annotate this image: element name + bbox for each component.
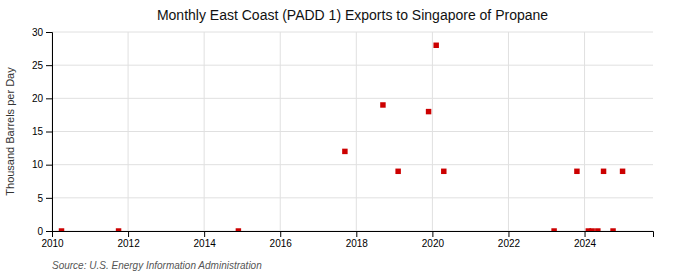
- points: [59, 43, 626, 231]
- x-tick-mark: [508, 231, 509, 237]
- y-axis-title: Thousand Barrels per Day: [4, 67, 16, 196]
- y-tick-mark: [46, 32, 52, 33]
- x-tick-mark: [432, 231, 433, 237]
- x-tick: 2018: [346, 231, 369, 249]
- y-tick-mark: [46, 132, 52, 133]
- point: [236, 228, 241, 231]
- y-grid-line: [52, 32, 653, 33]
- x-tick-label: 2014: [194, 238, 217, 249]
- y-tick: 30: [32, 27, 52, 38]
- y-tick-mark: [46, 165, 52, 166]
- y-tick: 20: [32, 93, 52, 104]
- y-tick-label: 10: [32, 159, 44, 170]
- y-axis: 0 5 10 15 20 25 30: [32, 27, 53, 237]
- point: [342, 149, 347, 154]
- y-tick-mark: [46, 231, 52, 232]
- x-tick: 2024: [574, 231, 597, 249]
- x-tick: 2020: [422, 231, 445, 249]
- point: [610, 228, 615, 231]
- y-tick-label: 25: [32, 60, 44, 71]
- point: [426, 109, 431, 114]
- point: [601, 169, 606, 174]
- source: Source: U.S. Energy Information Administ…: [52, 260, 262, 271]
- point: [433, 43, 438, 48]
- y-tick-label: 30: [32, 27, 44, 38]
- x-axis: 2010 2012 2014 2016 2018 2020 2022 2024: [41, 231, 653, 249]
- point: [395, 169, 400, 174]
- y-axis-line: [46, 33, 53, 232]
- x-axis-line: [53, 232, 654, 238]
- point: [574, 169, 579, 174]
- x-tick-mark: [280, 231, 281, 237]
- title: Monthly East Coast (PADD 1) Exports to S…: [157, 7, 548, 23]
- point: [620, 169, 625, 174]
- y-tick-label: 5: [37, 193, 43, 204]
- y-grid-line: [52, 197, 653, 198]
- grid: [52, 32, 653, 231]
- y-tick: 15: [32, 126, 52, 137]
- y-tick-mark: [46, 198, 52, 199]
- point: [116, 228, 121, 231]
- x-tick: 2010: [41, 231, 64, 249]
- x-tick: 2016: [270, 231, 293, 249]
- y-grid-line: [52, 131, 653, 132]
- point: [595, 228, 600, 231]
- x-tick-label: 2020: [422, 238, 445, 249]
- y-grid-line: [52, 98, 653, 99]
- y-grid-line: [52, 164, 653, 165]
- y-tick: 5: [37, 193, 52, 204]
- x-tick-mark: [356, 231, 357, 237]
- y-tick: 25: [32, 60, 52, 71]
- y-tick: 10: [32, 159, 52, 170]
- chart: 2010 2012 2014 2016 2018 2020 2022 2024 0 5 10 15 20…: [0, 0, 675, 275]
- y-tick-label: 15: [32, 126, 44, 137]
- point: [59, 228, 64, 231]
- y-tick-mark: [46, 65, 52, 66]
- point: [441, 169, 446, 174]
- y-grid-line: [52, 65, 653, 66]
- x-tick-label: 2022: [498, 238, 521, 249]
- x-tick-mark: [585, 231, 586, 237]
- point: [380, 102, 385, 107]
- y-tick-mark: [46, 98, 52, 99]
- x-tick: 2014: [194, 231, 217, 249]
- x-tick-mark: [128, 231, 129, 237]
- point: [589, 228, 594, 231]
- x-tick-label: 2018: [346, 238, 369, 249]
- x-tick: 2022: [498, 231, 521, 249]
- x-tick: 2012: [117, 231, 140, 249]
- x-tick-label: 2010: [41, 238, 64, 249]
- y-tick-label: 0: [37, 226, 43, 237]
- x-tick-label: 2016: [270, 238, 293, 249]
- x-tick-label: 2012: [117, 238, 140, 249]
- x-tick-label: 2024: [574, 238, 597, 249]
- x-tick-mark: [204, 231, 205, 237]
- point: [551, 228, 556, 231]
- y-tick: 0: [37, 226, 52, 237]
- y-tick-label: 20: [32, 93, 44, 104]
